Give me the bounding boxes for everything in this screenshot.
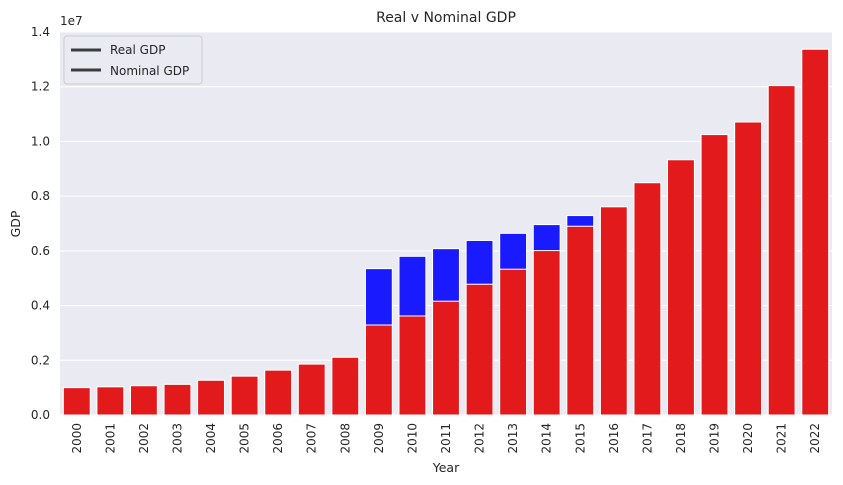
bar-nominal-gdp-2016 [599, 206, 628, 416]
bar-nominal-gdp-2002 [129, 385, 158, 416]
bar-nominal-gdp-2015 [566, 225, 595, 416]
x-tick-label-2010: 2010 [405, 423, 419, 454]
bar-nominal-gdp-2018 [667, 159, 695, 416]
x-tick-label-2021: 2021 [775, 423, 789, 454]
x-tick-label-2017: 2017 [640, 423, 654, 454]
x-tick-label-2016: 2016 [607, 423, 621, 454]
x-tick-label-2008: 2008 [338, 423, 352, 454]
bar-nominal-gdp-2020 [734, 121, 763, 416]
legend: Real GDP Nominal GDP [63, 35, 203, 85]
x-tick-label-2011: 2011 [439, 423, 453, 454]
x-tick-label-2013: 2013 [506, 423, 520, 454]
bar-nominal-gdp-2014 [532, 250, 561, 416]
legend-label-nominal-gdp: Nominal GDP [110, 64, 189, 78]
x-tick-label-2006: 2006 [271, 423, 285, 454]
bar-nominal-gdp-2004 [197, 379, 225, 416]
x-tick-label-2007: 2007 [305, 423, 319, 454]
x-tick-label-2015: 2015 [573, 423, 587, 454]
bar-nominal-gdp-2011 [432, 300, 460, 416]
bar-nominal-gdp-2005 [230, 375, 259, 416]
y-axis-scale-label: 1e7 [60, 14, 83, 28]
y-tick-label: 0.4 [31, 299, 50, 313]
nominal-gdp-bars [62, 48, 830, 416]
x-tick-label-2012: 2012 [473, 423, 487, 454]
legend-box [63, 35, 203, 85]
y-axis-label: GDP [8, 210, 23, 237]
x-tick-label-2014: 2014 [540, 423, 554, 454]
bar-nominal-gdp-2001 [96, 386, 125, 416]
x-tick-label-2018: 2018 [674, 423, 688, 454]
chart-title: Real v Nominal GDP [376, 10, 516, 26]
x-tick-label-2003: 2003 [170, 423, 184, 454]
x-tick-label-2004: 2004 [204, 423, 218, 454]
y-tick-label: 0.8 [31, 189, 50, 203]
x-tick-label-2022: 2022 [808, 423, 822, 454]
x-tick-label-2005: 2005 [238, 423, 252, 454]
x-axis-label: Year [432, 460, 460, 475]
y-axis-ticks: 0.0 0.2 0.4 0.6 0.8 1.0 1.2 1.4 [31, 25, 50, 422]
bar-nominal-gdp-2007 [297, 363, 326, 416]
legend-label-real-gdp: Real GDP [110, 43, 165, 57]
bar-nominal-gdp-2012 [465, 283, 494, 416]
y-tick-label: 1.2 [31, 80, 50, 94]
bar-nominal-gdp-2009 [364, 324, 393, 416]
bar-nominal-gdp-2010 [398, 315, 427, 416]
bar-nominal-gdp-2008 [331, 356, 360, 416]
x-axis-ticks: 2000 2001 2002 2003 2004 2005 2006 2007 2008 2009… [70, 423, 822, 454]
x-tick-label-2001: 2001 [103, 423, 117, 454]
bar-nominal-gdp-2003 [163, 383, 192, 416]
x-tick-label-2002: 2002 [137, 423, 151, 454]
y-tick-label: 1.0 [31, 134, 50, 148]
bar-nominal-gdp-2021 [767, 85, 796, 416]
x-tick-label-2000: 2000 [70, 423, 84, 454]
x-tick-label-2009: 2009 [372, 423, 386, 454]
y-tick-label: 0.6 [31, 244, 50, 258]
y-tick-label: 1.4 [31, 25, 50, 39]
x-tick-label-2020: 2020 [741, 423, 755, 454]
bar-nominal-gdp-2013 [499, 268, 528, 416]
bar-nominal-gdp-2022 [801, 48, 830, 416]
y-tick-label: 0.2 [31, 353, 50, 367]
bar-nominal-gdp-2019 [700, 134, 729, 416]
bar-nominal-gdp-2017 [633, 182, 662, 416]
bar-nominal-gdp-2006 [264, 369, 293, 416]
bar-nominal-gdp-2000 [62, 387, 91, 416]
y-tick-label: 0.0 [31, 408, 50, 422]
x-tick-label-2019: 2019 [708, 423, 722, 454]
